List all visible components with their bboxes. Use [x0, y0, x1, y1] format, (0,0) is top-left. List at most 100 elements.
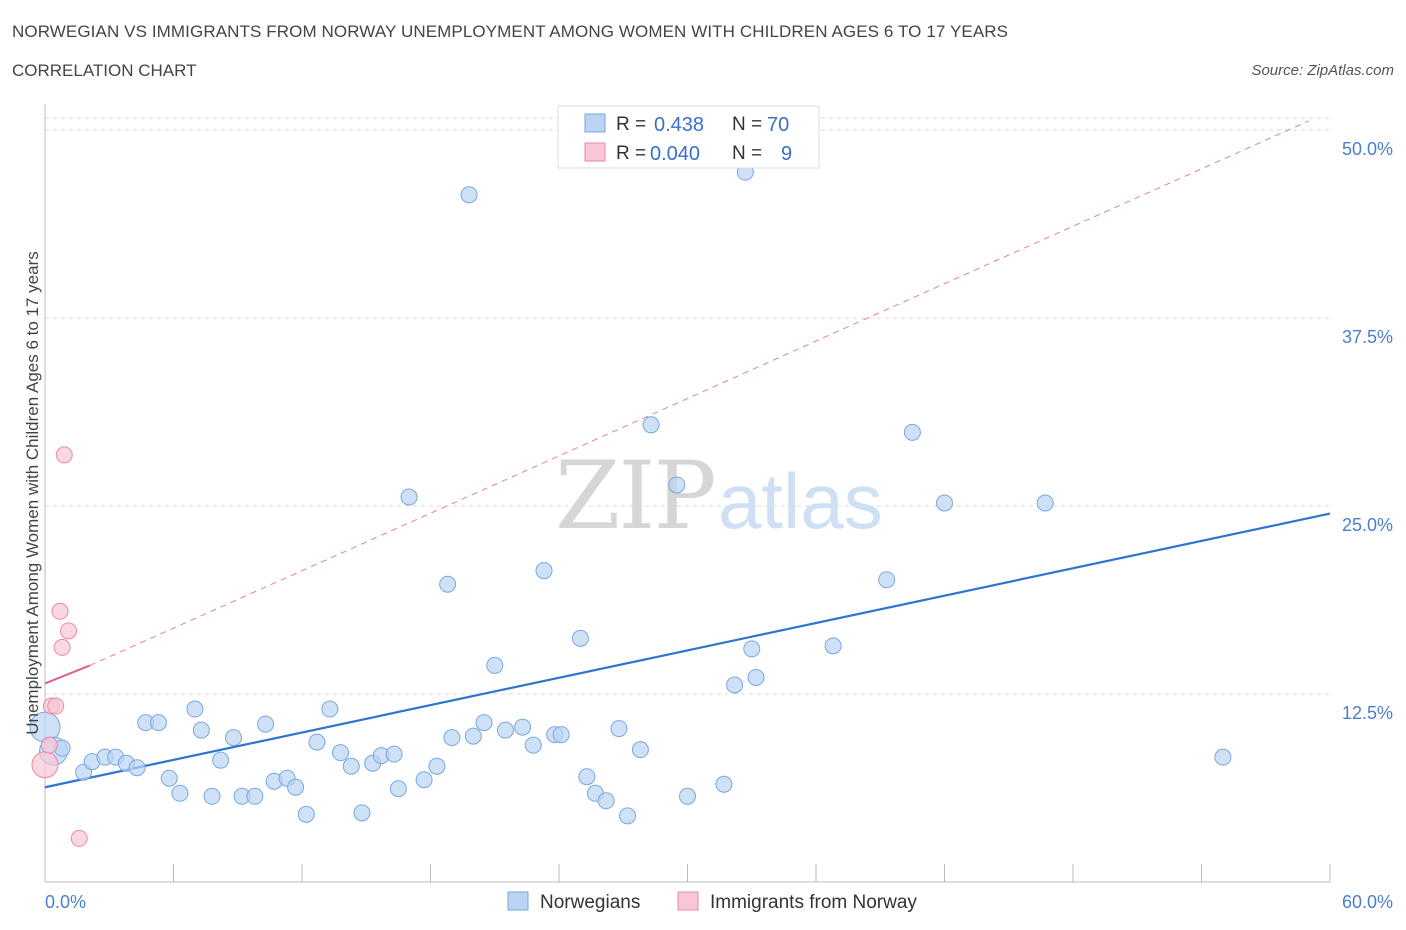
- bottom-legend-swatch-pink: [677, 891, 699, 911]
- point-norwegians-50: [578, 768, 596, 786]
- point-immigrants-5: [53, 638, 71, 656]
- trend-line-immigrants-extended: [89, 120, 1309, 666]
- point-immigrants-0: [31, 751, 59, 779]
- point-norwegians-54: [619, 807, 637, 825]
- point-norwegians-23: [287, 778, 305, 796]
- point-norwegians-55: [631, 741, 649, 759]
- point-norwegians-64: [824, 637, 842, 655]
- point-immigrants-6: [55, 446, 73, 464]
- y-tick-labels: 12.5% 25.0% 37.5% 50.0%: [1342, 139, 1393, 723]
- chart-title: NORWEGIAN VS IMMIGRANTS FROM NORWAY UNEM…: [12, 22, 1009, 41]
- point-norwegians-40: [464, 727, 482, 745]
- point-norwegians-41: [475, 714, 493, 732]
- point-norwegians-8: [128, 759, 146, 777]
- x-tick-labels: 0.0% 60.0%: [45, 892, 1393, 912]
- bottom-legend-label-immigrants: Immigrants from Norway: [710, 892, 917, 913]
- point-norwegians-63: [747, 668, 765, 686]
- legend-n-value-blue: 70: [767, 114, 789, 136]
- point-norwegians-37: [439, 575, 457, 593]
- point-norwegians-12: [171, 784, 189, 802]
- point-norwegians-15: [203, 787, 221, 805]
- trend-lines: [44, 120, 1331, 789]
- data-points: [29, 163, 1232, 847]
- point-norwegians-48: [552, 726, 570, 744]
- axes: [44, 104, 1331, 883]
- point-norwegians-24: [297, 805, 315, 823]
- point-norwegians-33: [389, 780, 407, 798]
- point-norwegians-43: [496, 721, 514, 739]
- series-legend: Norwegians Immigrants from Norway: [507, 891, 917, 913]
- point-norwegians-26: [321, 700, 339, 718]
- legend-r-label-pink: R =: [616, 143, 646, 164]
- point-norwegians-53: [610, 720, 628, 738]
- y-tick-label-1: 25.0%: [1342, 515, 1393, 535]
- watermark: ZIP atlas: [555, 442, 883, 551]
- point-immigrants-3: [47, 697, 65, 715]
- point-norwegians-66: [903, 423, 921, 441]
- y-axis-title: Unemployment Among Women with Children A…: [23, 251, 42, 735]
- chart-subtitle: CORRELATION CHART: [12, 61, 197, 80]
- y-axis-label: Unemployment Among Women with Children A…: [23, 251, 42, 735]
- grid-lines: [45, 117, 1330, 695]
- point-norwegians-20: [257, 715, 275, 733]
- point-immigrants-4: [51, 602, 69, 620]
- point-norwegians-65: [878, 571, 896, 589]
- point-norwegians-11: [160, 769, 178, 787]
- point-norwegians-67: [936, 494, 953, 512]
- point-norwegians-57: [668, 476, 686, 494]
- legend-n-label-blue: N =: [732, 114, 762, 135]
- trend-line-norwegians: [44, 512, 1331, 789]
- y-tick-label-0: 12.5%: [1342, 703, 1393, 723]
- point-norwegians-49: [571, 629, 589, 647]
- bottom-legend-label-norwegians: Norwegians: [540, 892, 640, 913]
- x-tick-label-min: 0.0%: [45, 892, 86, 912]
- point-norwegians-29: [353, 804, 371, 822]
- point-norwegians-58: [679, 787, 696, 805]
- point-norwegians-32: [385, 745, 403, 763]
- legend-n-value-pink: 9: [781, 143, 792, 165]
- point-norwegians-28: [342, 757, 360, 775]
- point-norwegians-69: [1214, 748, 1232, 766]
- y-tick-label-3: 50.0%: [1342, 139, 1393, 159]
- legend-r-label-blue: R =: [616, 114, 646, 135]
- point-norwegians-60: [726, 676, 744, 694]
- y-tick-label-2: 37.5%: [1342, 327, 1393, 347]
- correlation-legend: R = 0.438 N = 70 R = 0.040 N = 9: [557, 105, 820, 169]
- point-norwegians-34: [400, 488, 418, 506]
- point-norwegians-13: [186, 700, 204, 718]
- point-norwegians-45: [524, 736, 542, 754]
- point-norwegians-44: [514, 718, 532, 736]
- point-immigrants-7: [60, 622, 78, 640]
- source-label: Source: ZipAtlas.com: [1251, 62, 1394, 79]
- bottom-legend-swatch-blue: [507, 891, 529, 911]
- point-norwegians-35: [415, 771, 433, 789]
- point-immigrants-1: [40, 736, 58, 754]
- watermark-atlas: atlas: [718, 457, 883, 545]
- point-norwegians-42: [486, 656, 504, 674]
- point-norwegians-56: [642, 416, 660, 434]
- point-norwegians-38: [443, 729, 461, 747]
- legend-n-label-pink: N =: [732, 143, 762, 164]
- point-norwegians-16: [212, 751, 230, 769]
- point-norwegians-68: [1036, 494, 1054, 512]
- point-norwegians-19: [246, 787, 264, 805]
- point-norwegians-17: [224, 729, 242, 747]
- legend-r-value-pink: 0.040: [650, 143, 700, 165]
- trend-line-immigrants: [44, 664, 91, 685]
- point-immigrants-8: [70, 829, 88, 847]
- point-norwegians-36: [428, 757, 446, 775]
- point-norwegians-62: [743, 640, 761, 658]
- point-norwegians-46: [535, 562, 553, 580]
- point-norwegians-59: [715, 775, 733, 793]
- legend-swatch-blue: [584, 113, 606, 133]
- point-norwegians-39: [460, 186, 478, 204]
- x-tick-label-max: 60.0%: [1342, 892, 1393, 912]
- legend-swatch-pink: [584, 142, 606, 162]
- point-norwegians-14: [192, 721, 210, 739]
- point-norwegians-52: [597, 792, 615, 810]
- legend-r-value-blue: 0.438: [654, 114, 704, 136]
- watermark-zip: ZIP: [555, 442, 715, 551]
- point-norwegians-25: [308, 733, 326, 751]
- point-norwegians-27: [332, 744, 350, 762]
